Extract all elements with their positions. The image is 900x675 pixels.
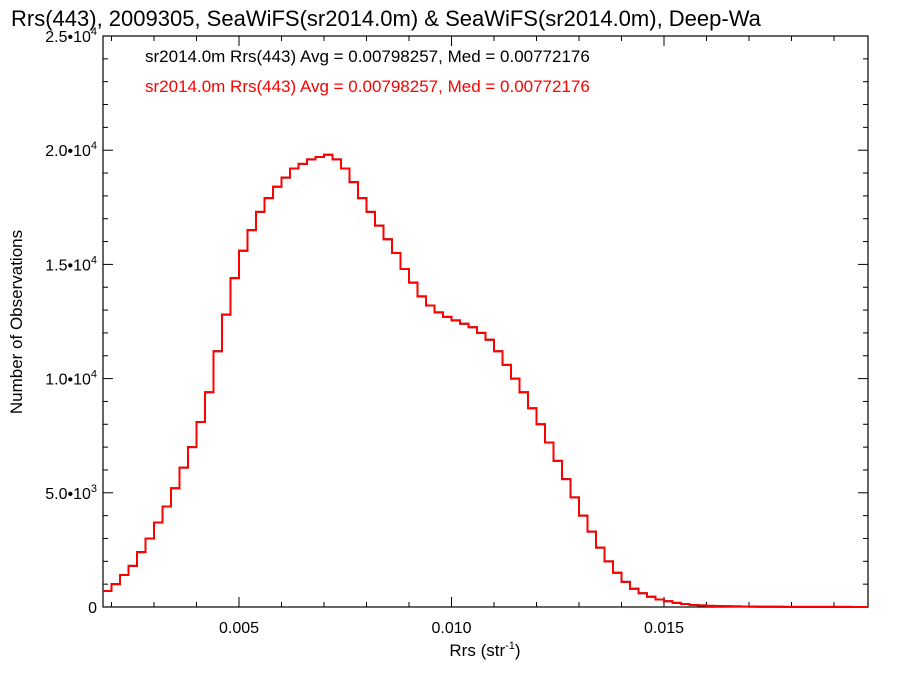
- x-axis-label-end: ): [515, 641, 521, 660]
- x-axis-label-main: Rrs (str: [449, 641, 505, 660]
- x-tick-label: 0.005: [219, 620, 259, 637]
- legend-entry-2: sr2014.0m Rrs(443) Avg = 0.00798257, Med…: [145, 77, 590, 96]
- series-layer: [103, 153, 868, 608]
- x-axis-label: Rrs (str-1): [449, 640, 520, 660]
- y-tick-label: 2.5•104: [45, 26, 97, 46]
- y-axis-label: Number of Observations: [7, 230, 26, 414]
- chart-title: Rrs(443), 2009305, SeaWiFS(sr2014.0m) & …: [11, 6, 762, 31]
- legend-entry-1: sr2014.0m Rrs(443) Avg = 0.00798257, Med…: [145, 47, 590, 66]
- x-tick-label: 0.010: [431, 620, 471, 637]
- x-axis-label-sup: -1: [505, 640, 515, 652]
- y-tick-label: 2.0•104: [45, 140, 97, 160]
- y-tick-label: 1.5•104: [45, 254, 97, 274]
- plot-frame: [102, 35, 869, 608]
- x-tick-label: 0.015: [644, 620, 684, 637]
- x-ticks: 0.005 0.010 0.015: [111, 36, 835, 637]
- y-tick-label: 0: [88, 600, 97, 617]
- y-tick-label: 5.0•103: [45, 483, 97, 503]
- series-black-step-line: [103, 153, 868, 608]
- series-red-step-line: [103, 153, 868, 608]
- y-tick-label: 1.0•104: [45, 369, 97, 389]
- y-ticks: 0 5.0•103 1.0•104 1.5•104 2.0•104 2.5•104: [45, 26, 868, 617]
